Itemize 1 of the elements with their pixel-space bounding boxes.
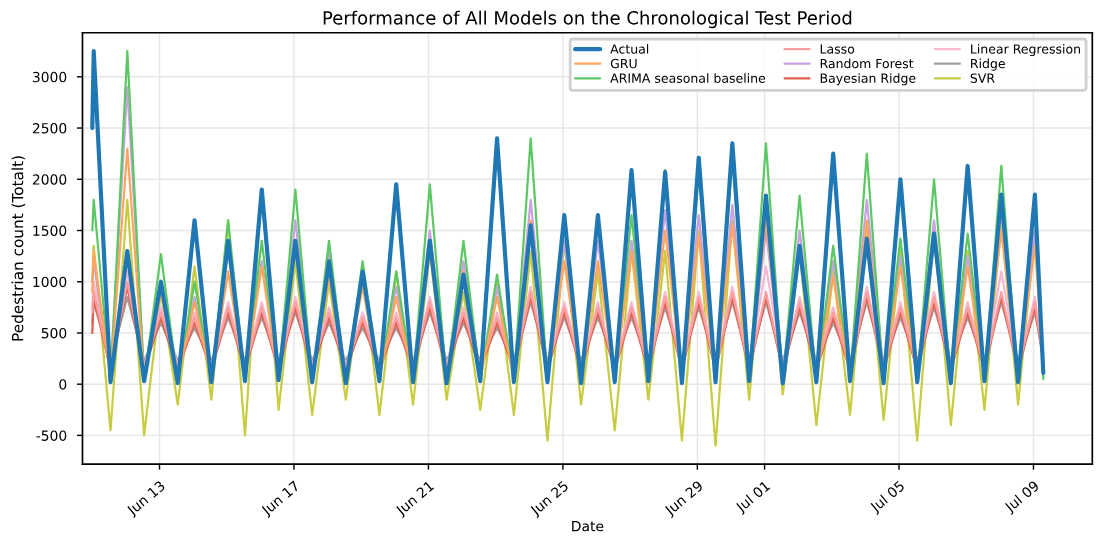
- chart-title: Performance of All Models on the Chronological Test Period: [323, 10, 852, 29]
